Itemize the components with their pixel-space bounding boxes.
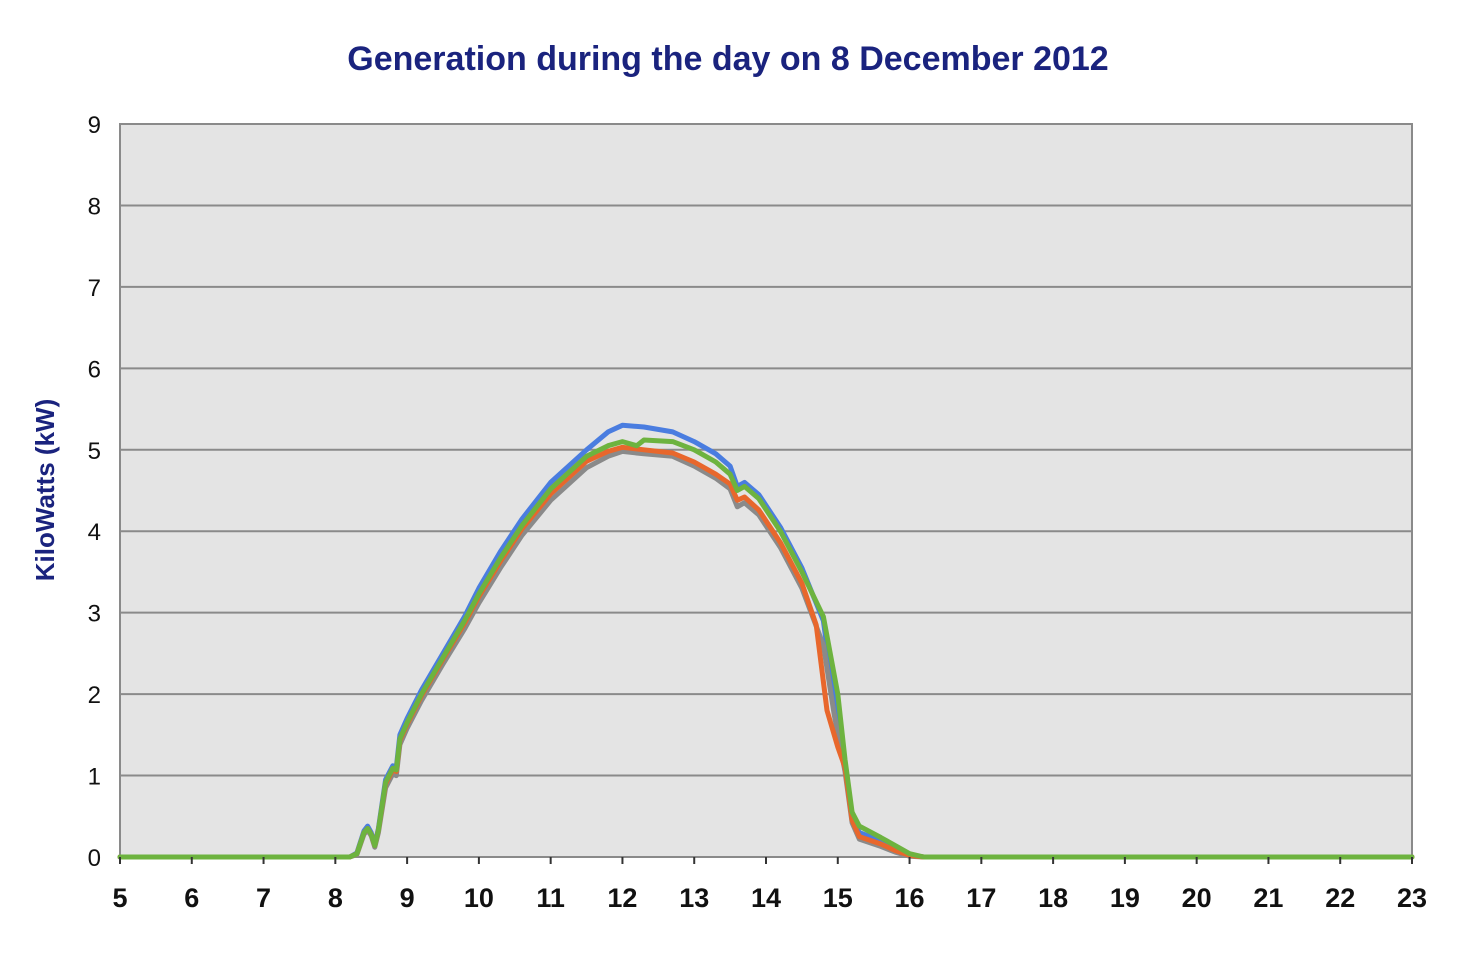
x-tick-label: 18 [1038,883,1068,913]
y-tick-label: 8 [88,193,101,220]
y-tick-label: 3 [88,601,101,628]
chart-title: Generation during the day on 8 December … [347,40,1108,78]
y-tick-label: 9 [88,112,101,139]
x-tick-label: 15 [823,883,853,913]
y-axis-ticks: 0 1 2 3 4 5 6 7 8 9 [88,112,101,872]
x-tick-label: 14 [751,883,781,913]
x-tick-label: 6 [184,883,199,913]
plot-area [119,123,1413,858]
x-tick-label: 17 [966,883,996,913]
x-tick-label: 5 [112,883,127,913]
series-group [117,422,1415,860]
grid-lines [120,204,1412,777]
y-axis-label: KiloWatts (kW) [30,399,60,581]
y-tick-label: 2 [88,682,101,709]
x-tick-label: 12 [607,883,637,913]
y-tick-label: 1 [88,764,101,791]
x-tick-label: 19 [1110,883,1140,913]
x-tick-label: 9 [400,883,415,913]
y-tick-label: 5 [88,438,101,465]
x-tick-label: 16 [895,883,925,913]
x-tick-label: 13 [679,883,709,913]
x-tick-label: 8 [328,883,343,913]
y-tick-label: 4 [88,519,101,546]
x-axis-ticks: 5 6 7 8 9 10 11 12 13 14 15 16 17 18 19 20 21 22 23 [112,857,1427,913]
x-tick-label: 10 [464,883,494,913]
y-tick-label: 0 [88,845,101,872]
x-tick-label: 7 [256,883,271,913]
series-line-4 [117,437,1415,860]
x-tick-label: 21 [1253,883,1283,913]
x-tick-label: 11 [536,883,565,913]
y-tick-label: 6 [88,356,101,383]
x-tick-label: 22 [1325,883,1355,913]
y-tick-label: 7 [88,275,101,302]
x-tick-label: 20 [1182,883,1212,913]
x-tick-label: 23 [1397,883,1427,913]
